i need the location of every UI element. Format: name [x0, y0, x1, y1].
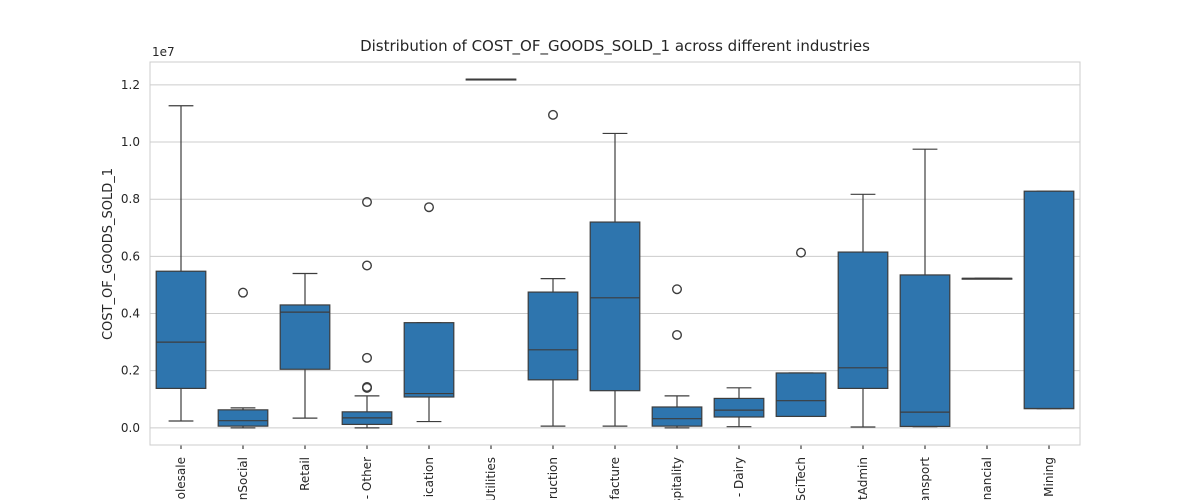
box-group — [651, 284, 703, 429]
x-tick-label: - Dairy — [732, 457, 746, 497]
x-tick-label: SciTech — [794, 457, 808, 500]
box-group — [1023, 190, 1075, 410]
y-tick-label: 0.0 — [121, 421, 140, 435]
x-tick-label: nancial — [980, 457, 994, 500]
box-group — [527, 109, 579, 427]
x-tick-label: ansport — [918, 457, 932, 500]
iqr-box — [837, 251, 889, 390]
y-tick-label: 1.0 — [121, 135, 140, 149]
box-group — [775, 247, 827, 418]
x-tick-label: facture — [608, 457, 622, 500]
iqr-box — [899, 274, 951, 428]
y-tick-label: 0.8 — [121, 192, 140, 206]
box-group — [341, 197, 393, 429]
iqr-box — [1023, 190, 1075, 410]
box-group — [155, 105, 207, 422]
plot-frame — [149, 61, 1081, 446]
box-group — [899, 148, 951, 428]
iqr-box — [217, 409, 269, 427]
outlier-point — [362, 352, 373, 363]
outlier-point — [424, 202, 435, 213]
iqr-box — [527, 291, 579, 381]
outlier-point — [237, 287, 248, 298]
iqr-box — [713, 397, 765, 418]
x-tick-label: tAdmin — [856, 457, 870, 500]
outlier-point — [796, 247, 807, 258]
x-tick-label: Retail — [298, 457, 312, 491]
iqr-box — [155, 270, 207, 390]
box-group — [713, 387, 765, 428]
x-tick-label: nSocial — [236, 457, 250, 500]
box-group — [279, 272, 331, 419]
outlier-point — [548, 109, 559, 120]
x-tick-label: olesale — [174, 457, 188, 499]
box-group — [403, 202, 455, 423]
iqr-box — [403, 322, 455, 398]
y-tick-label: 0.6 — [121, 249, 140, 263]
outlier-point — [672, 284, 683, 295]
x-tick-label: ication — [422, 457, 436, 497]
x-tick-label: Mining — [1042, 457, 1056, 497]
y-tick-label: 0.2 — [121, 364, 140, 378]
box-group — [589, 132, 641, 427]
box-group — [217, 287, 269, 429]
x-tick-label: Utilities — [484, 457, 498, 500]
outlier-point — [362, 382, 373, 393]
y-axis-offset-label: 1e7 — [152, 45, 175, 59]
y-tick-label: 0.4 — [121, 307, 140, 321]
y-axis-ticks: 0.0 0.2 0.4 0.6 0.8 1.0 1.2 — [121, 78, 140, 435]
outlier-point — [362, 197, 373, 208]
x-tick-label: ruction — [546, 457, 560, 499]
outlier-point — [362, 260, 373, 271]
iqr-box — [589, 221, 641, 392]
chart-title: Distribution of COST_OF_GOODS_SOLD_1 acr… — [360, 37, 870, 56]
y-tick-label: 1.2 — [121, 78, 140, 92]
iqr-box — [279, 304, 331, 370]
box-group — [961, 277, 1013, 280]
y-axis-label: COST_OF_GOODS_SOLD_1 — [101, 168, 116, 340]
box-group — [837, 193, 889, 428]
x-tick-label: spitality — [670, 457, 684, 500]
x-tick-label: - Other — [360, 457, 374, 499]
x-axis-ticks: olesale nSocial Retail - Other ication Utilit… — [174, 445, 1056, 500]
iqr-box — [775, 372, 827, 418]
box-group — [465, 78, 517, 81]
boxes — [155, 78, 1075, 429]
outlier-point — [672, 329, 683, 340]
iqr-box — [651, 406, 703, 427]
